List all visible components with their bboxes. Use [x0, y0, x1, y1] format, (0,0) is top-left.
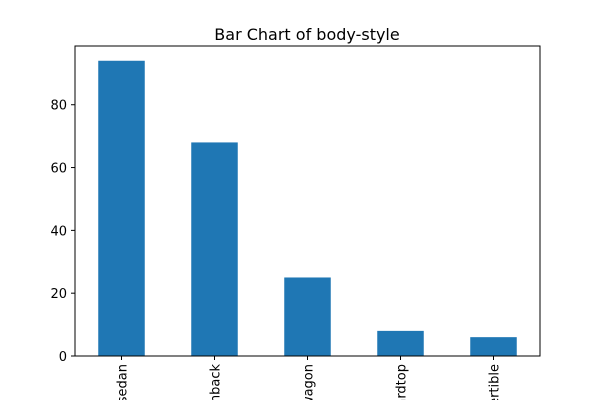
y-tick-label: 40	[50, 224, 67, 239]
chart-title: Bar Chart of body-style	[214, 25, 399, 44]
x-tick-label: convertible	[488, 364, 503, 400]
x-tick-label: hatchback	[209, 364, 224, 400]
bar	[191, 142, 238, 356]
x-tick-label: sedan	[116, 364, 131, 400]
bar	[377, 330, 424, 356]
bar	[284, 277, 331, 356]
x-tick-label: wagon	[302, 364, 317, 400]
y-tick-label: 0	[59, 350, 67, 365]
bar	[470, 337, 517, 356]
y-tick-label: 60	[50, 162, 67, 177]
y-tick-label: 20	[50, 287, 67, 302]
bar	[98, 60, 145, 357]
x-tick-label: hardtop	[395, 364, 410, 400]
y-tick-label: 80	[50, 99, 67, 114]
plot-frame	[74, 45, 541, 357]
